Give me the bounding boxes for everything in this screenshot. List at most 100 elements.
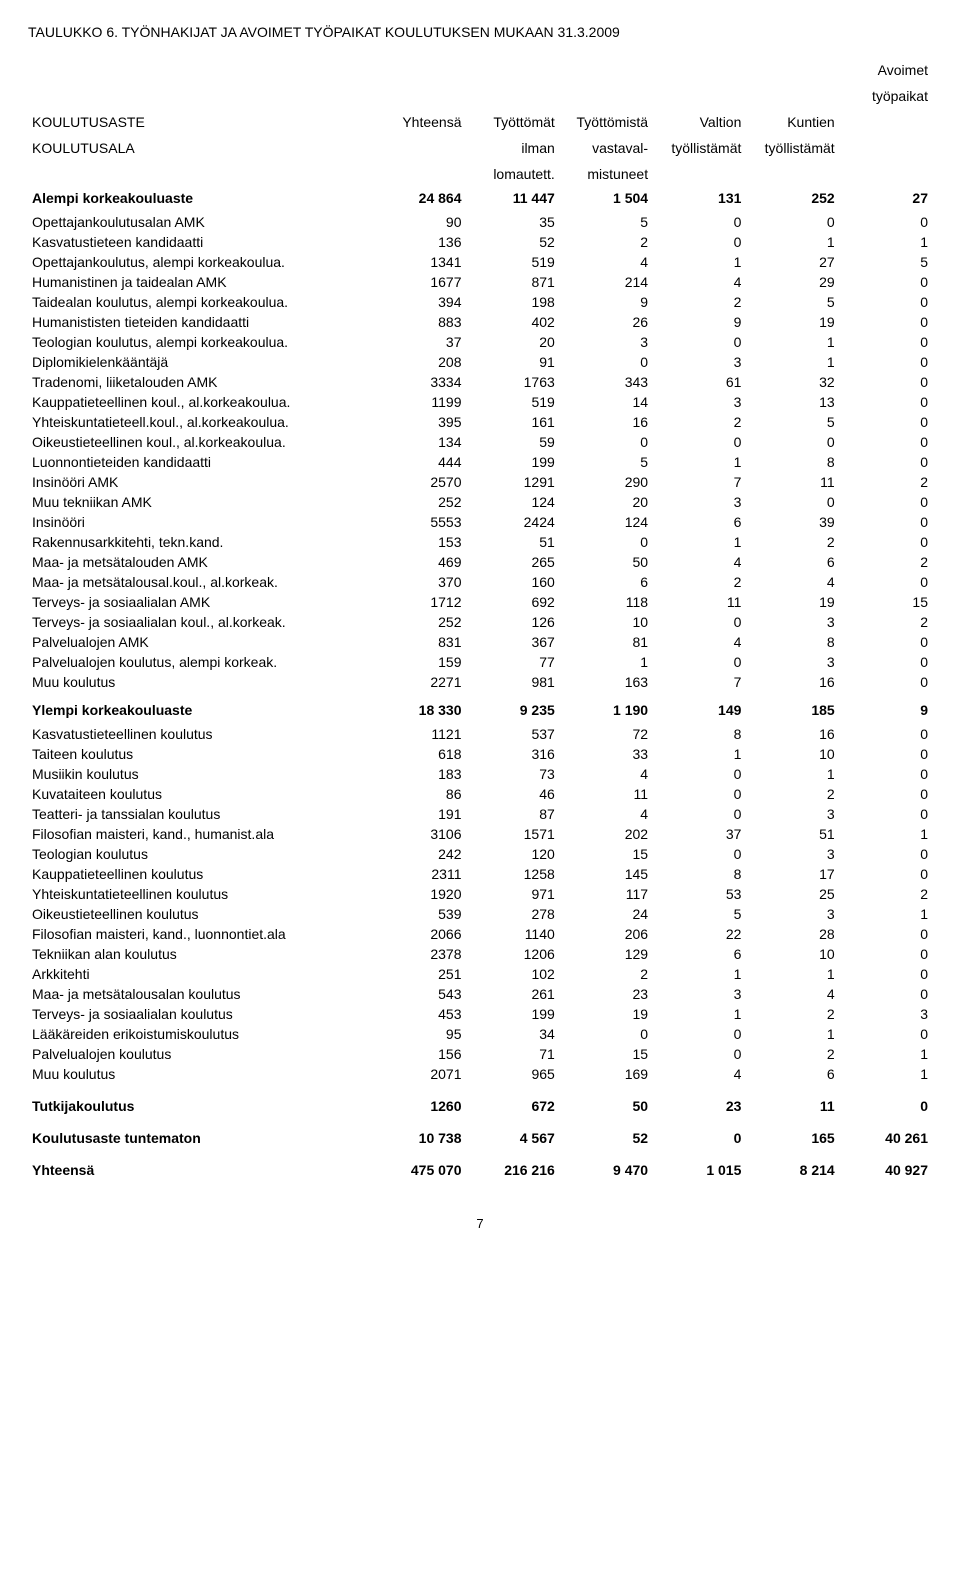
- row-label: Taidealan koulutus, alempi korkeakoulua.: [28, 292, 372, 312]
- cell: 156: [372, 1044, 465, 1064]
- cell: 1: [839, 904, 932, 924]
- cell: 252: [372, 492, 465, 512]
- row-label: Palvelualojen koulutus, alempi korkeak.: [28, 652, 372, 672]
- cell: 0: [652, 432, 745, 452]
- cell: 0: [839, 724, 932, 744]
- cell: 134: [372, 432, 465, 452]
- cell: 290: [559, 472, 652, 492]
- cell: 20: [466, 332, 559, 352]
- cell: 0: [839, 944, 932, 964]
- cell: 59: [466, 432, 559, 452]
- row-label: Terveys- ja sosiaalialan koul., al.korke…: [28, 612, 372, 632]
- row-label: Kauppatieteellinen koulutus: [28, 864, 372, 884]
- cell: 1140: [466, 924, 559, 944]
- cell: 16: [745, 724, 838, 744]
- cell: 4: [559, 764, 652, 784]
- cell: 6: [559, 572, 652, 592]
- cell: 117: [559, 884, 652, 904]
- cell: 0: [559, 432, 652, 452]
- cell: 40 927: [839, 1152, 932, 1184]
- cell: 1291: [466, 472, 559, 492]
- cell: 1763: [466, 372, 559, 392]
- cell: 0: [745, 432, 838, 452]
- cell: 0: [559, 532, 652, 552]
- cell: 0: [839, 744, 932, 764]
- row-label: Kauppatieteellinen koul., al.korkeakoulu…: [28, 392, 372, 412]
- cell: 0: [839, 844, 932, 864]
- cell: 72: [559, 724, 652, 744]
- row-label: Opettajankoulutusalan AMK: [28, 212, 372, 232]
- cell: 0: [839, 1024, 932, 1044]
- cell: 7: [652, 672, 745, 692]
- cell: 0: [839, 572, 932, 592]
- hdr-c1c: [372, 164, 465, 190]
- row-label: Insinööri AMK: [28, 472, 372, 492]
- cell: 453: [372, 1004, 465, 1024]
- cell: 475 070: [372, 1152, 465, 1184]
- cell: 126: [466, 612, 559, 632]
- row-label: Arkkitehti: [28, 964, 372, 984]
- hdr-c6a: Avoimet: [839, 60, 932, 86]
- cell: 161: [466, 412, 559, 432]
- cell: 102: [466, 964, 559, 984]
- cell: 149: [652, 692, 745, 724]
- cell: 50: [559, 552, 652, 572]
- cell: 19: [745, 592, 838, 612]
- cell: 1: [745, 232, 838, 252]
- cell: 1: [745, 964, 838, 984]
- cell: 0: [839, 784, 932, 804]
- cell: 136: [372, 232, 465, 252]
- cell: 981: [466, 672, 559, 692]
- cell: 316: [466, 744, 559, 764]
- cell: 1: [652, 252, 745, 272]
- cell: 2424: [466, 512, 559, 532]
- cell: 8: [652, 724, 745, 744]
- row-label: Maa- ja metsätalouden AMK: [28, 552, 372, 572]
- cell: 2: [652, 412, 745, 432]
- hdr-c2a: Työttömät: [466, 112, 559, 138]
- cell: 5: [745, 292, 838, 312]
- cell: 208: [372, 352, 465, 372]
- cell: 9: [839, 692, 932, 724]
- row-label: Musiikin koulutus: [28, 764, 372, 784]
- cell: 10: [745, 744, 838, 764]
- cell: 3: [745, 612, 838, 632]
- cell: 2: [745, 784, 838, 804]
- cell: 95: [372, 1024, 465, 1044]
- cell: 265: [466, 552, 559, 572]
- cell: 1 504: [559, 190, 652, 212]
- cell: 0: [839, 672, 932, 692]
- cell: 6: [652, 512, 745, 532]
- cell: 0: [652, 764, 745, 784]
- cell: 5: [559, 452, 652, 472]
- cell: 0: [652, 1044, 745, 1064]
- cell: 10 738: [372, 1120, 465, 1152]
- cell: 3: [745, 904, 838, 924]
- cell: 3: [559, 332, 652, 352]
- cell: 4: [559, 252, 652, 272]
- row-label: Filosofian maisteri, kand., humanist.ala: [28, 824, 372, 844]
- cell: 5: [839, 252, 932, 272]
- cell: 1: [839, 232, 932, 252]
- cell: 11 447: [466, 190, 559, 212]
- cell: 6: [745, 1064, 838, 1084]
- cell: 0: [839, 452, 932, 472]
- cell: 3334: [372, 372, 465, 392]
- cell: 0: [839, 212, 932, 232]
- footer-label: Tutkijakoulutus: [28, 1084, 372, 1120]
- cell: 202: [559, 824, 652, 844]
- cell: 53: [652, 884, 745, 904]
- cell: 2: [745, 532, 838, 552]
- cell: 370: [372, 572, 465, 592]
- cell: 3: [745, 804, 838, 824]
- hdr-c4c: [652, 164, 745, 190]
- cell: 537: [466, 724, 559, 744]
- cell: 191: [372, 804, 465, 824]
- cell: 1677: [372, 272, 465, 292]
- cell: 2: [839, 552, 932, 572]
- cell: 1121: [372, 724, 465, 744]
- row-label: Terveys- ja sosiaalialan AMK: [28, 592, 372, 612]
- cell: 216 216: [466, 1152, 559, 1184]
- cell: 9: [652, 312, 745, 332]
- hdr-c2c: lomautett.: [466, 164, 559, 190]
